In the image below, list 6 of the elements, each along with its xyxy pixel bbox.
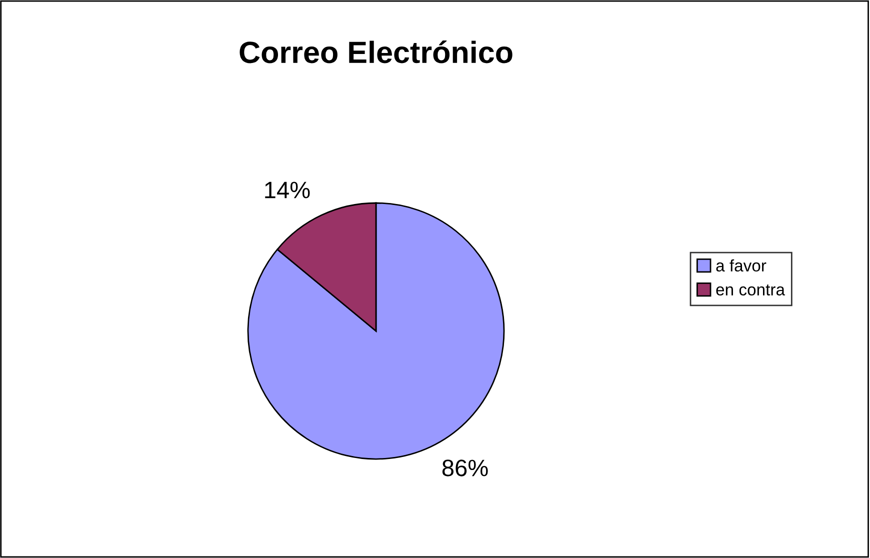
pie-slice bbox=[247, 202, 505, 460]
legend-label: en contra bbox=[716, 284, 786, 296]
chart-title: Correo Electrónico bbox=[240, 40, 512, 64]
data-label: 86% bbox=[442, 460, 488, 476]
legend-label: a favor bbox=[716, 259, 766, 272]
data-label: 14% bbox=[265, 182, 310, 198]
